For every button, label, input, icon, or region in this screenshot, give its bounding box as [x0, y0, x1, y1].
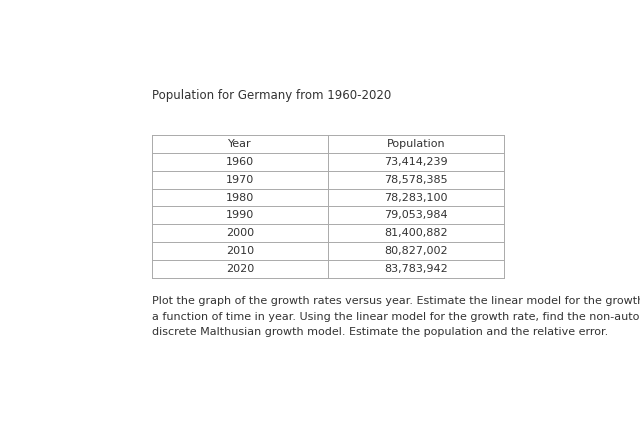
Text: Plot the graph of the growth rates versus year. Estimate the linear model for th: Plot the graph of the growth rates versu… — [152, 296, 640, 337]
Text: 2020: 2020 — [226, 264, 254, 274]
Text: 1980: 1980 — [226, 193, 254, 202]
Text: 79,053,984: 79,053,984 — [384, 210, 448, 220]
Text: 80,827,002: 80,827,002 — [384, 246, 448, 256]
Text: 1990: 1990 — [226, 210, 254, 220]
Text: Population for Germany from 1960-2020: Population for Germany from 1960-2020 — [152, 89, 391, 102]
Text: 83,783,942: 83,783,942 — [384, 264, 448, 274]
Text: Population: Population — [387, 139, 445, 149]
Text: 78,578,385: 78,578,385 — [384, 175, 448, 185]
Text: 2000: 2000 — [226, 228, 254, 238]
Text: 78,283,100: 78,283,100 — [384, 193, 448, 202]
Text: 2010: 2010 — [226, 246, 254, 256]
Text: 73,414,239: 73,414,239 — [384, 157, 448, 167]
Text: 1970: 1970 — [226, 175, 254, 185]
Text: Year: Year — [228, 139, 252, 149]
Text: 81,400,882: 81,400,882 — [384, 228, 448, 238]
Text: 1960: 1960 — [226, 157, 254, 167]
